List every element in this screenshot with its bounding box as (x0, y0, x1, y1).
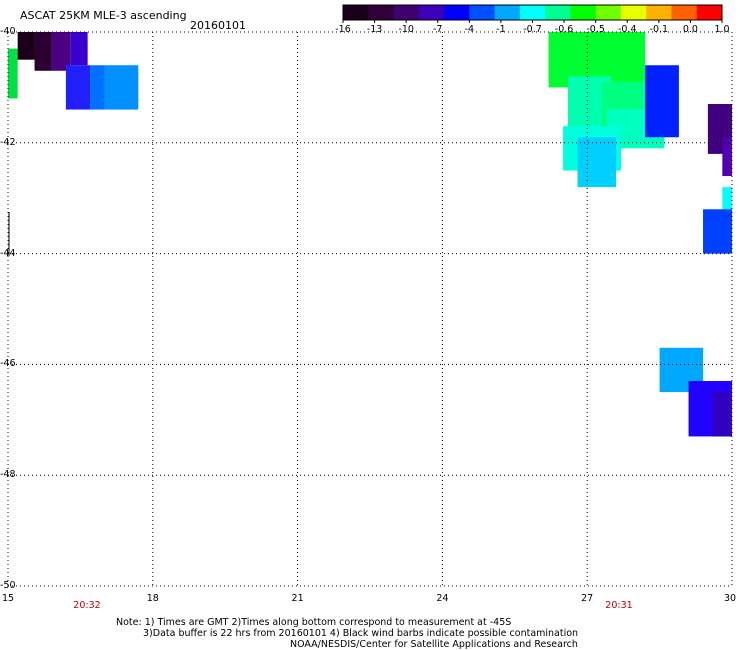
lon-label: 21 (291, 593, 304, 604)
data-cell (104, 65, 139, 110)
map-title: ASCAT 25KM MLE-3 ascending (20, 9, 187, 22)
lon-label: 30 (723, 593, 737, 604)
lon-label: 18 (146, 593, 159, 604)
lat-label: -40 (0, 26, 16, 37)
colorbar-swatch (393, 5, 420, 20)
colorbar-tick-label: -13 (366, 24, 383, 35)
data-cell (90, 65, 105, 110)
lat-label: -42 (0, 136, 16, 148)
colorbar-swatch (418, 5, 445, 20)
note-line-1: Note: 1) Times are GMT 2)Times along bot… (116, 617, 512, 628)
colorbar-tick-label: -0.1 (649, 24, 669, 35)
data-cell (712, 392, 732, 437)
colorbar-tick-label: -7 (433, 24, 443, 35)
colorbar-swatch (368, 5, 395, 20)
colorbar-swatch (494, 5, 521, 20)
data-cell (70, 32, 88, 66)
colorbar-swatch (671, 5, 698, 20)
colorbar-swatch (646, 5, 672, 20)
colorbar-tick-label: 0.0 (682, 24, 698, 35)
colorbar-swatch (595, 5, 622, 20)
data-cell (722, 137, 732, 177)
note-line-2: 3)Data buffer is 22 hrs from 20160101 4)… (143, 628, 579, 639)
lon-label: 24 (436, 593, 449, 604)
data-cell (34, 32, 52, 71)
colorbar-swatch (519, 5, 546, 20)
colorbar-tick-label: -1 (496, 24, 506, 35)
colorbar-tick-label: -10 (398, 24, 414, 35)
colorbar-tick-label: -0.7 (523, 24, 542, 35)
lon-label: 15 (1, 593, 15, 604)
colorbar-swatch (545, 5, 571, 20)
map-date: 20160101 (190, 19, 246, 32)
colorbar-tick-label: -4 (464, 24, 475, 35)
data-cells (8, 32, 732, 437)
colorbar (342, 4, 723, 23)
lat-label: -50 (0, 580, 16, 591)
grid-lines (7, 31, 733, 587)
time-label: 20:32 (73, 600, 101, 611)
colorbar-tick-label: 1.0 (714, 24, 730, 35)
colorbar-tick-label: -16 (335, 24, 351, 35)
colorbar-tick-label: -0.5 (586, 24, 605, 35)
data-cell (703, 209, 732, 254)
lon-label: 27 (581, 593, 594, 604)
data-cell (577, 137, 617, 188)
lat-label: -48 (0, 469, 16, 481)
colorbar-swatch (444, 5, 470, 20)
lat-label: -46 (0, 358, 16, 370)
colorbar-swatch (696, 5, 723, 20)
lat-label: -44 (0, 247, 16, 259)
colorbar-swatch (620, 5, 647, 20)
note-line-3: NOAA/NESDIS/Center for Satellite Applica… (290, 639, 578, 650)
time-label: 20:31 (605, 600, 633, 611)
data-cell (17, 32, 35, 60)
colorbar-tick-label: -0.6 (554, 24, 574, 35)
colorbar-swatch (469, 5, 496, 20)
data-cell (51, 32, 71, 71)
data-cell (65, 65, 91, 110)
data-cell (722, 187, 732, 210)
colorbar-tick-label: -0.4 (617, 24, 637, 35)
colorbar-swatch (343, 5, 369, 20)
colorbar-swatch (570, 5, 597, 20)
data-cell (645, 65, 679, 138)
data-cell (8, 48, 18, 99)
